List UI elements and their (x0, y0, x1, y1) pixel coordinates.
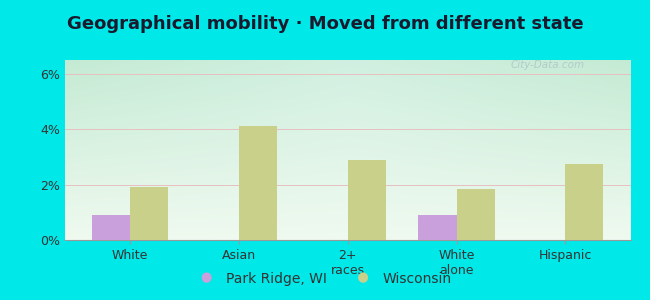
Text: City-Data.com: City-Data.com (511, 60, 585, 70)
Bar (348, 160, 386, 240)
Bar (92, 215, 130, 240)
Bar (419, 215, 456, 240)
Bar (130, 188, 168, 240)
Bar (239, 127, 277, 240)
Bar (456, 189, 495, 240)
Text: Geographical mobility · Moved from different state: Geographical mobility · Moved from diffe… (67, 15, 583, 33)
Legend: Park Ridge, WI, Wisconsin: Park Ridge, WI, Wisconsin (194, 268, 456, 290)
Bar (566, 164, 603, 240)
